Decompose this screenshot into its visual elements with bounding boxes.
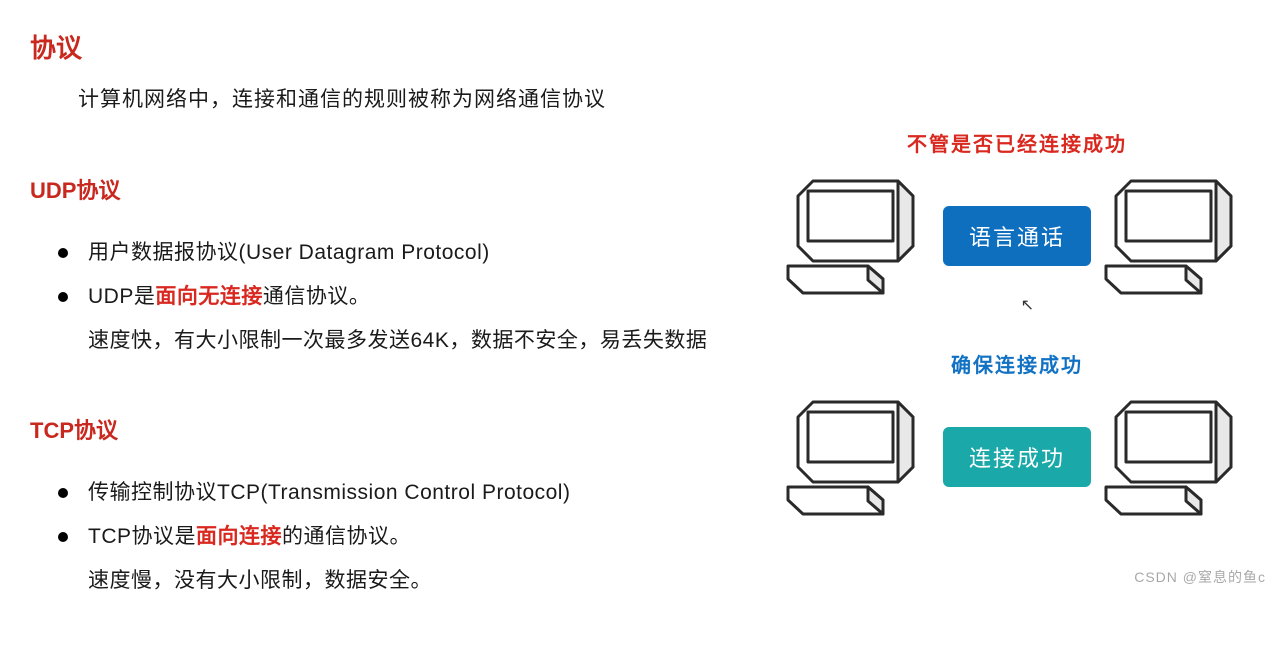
text-suffix: 通信协议。: [263, 285, 371, 308]
tcp-badge: 连接成功: [943, 427, 1091, 487]
computer-icon: [1101, 171, 1251, 301]
computer-icon: [783, 392, 933, 522]
highlight-red: 面向无连接: [155, 285, 263, 308]
tcp-diagram: 确保连接成功 连接成功: [780, 349, 1254, 522]
tcp-caption: 确保连接成功: [780, 349, 1254, 378]
udp-caption: 不管是否已经连接成功: [780, 128, 1254, 157]
udp-badge: 语言通话: [943, 206, 1091, 266]
cursor-icon: ↖: [1021, 295, 1034, 315]
udp-heading: UDP协议: [30, 173, 750, 205]
list-item: UDP是面向无连接通信协议。: [58, 275, 750, 319]
watermark-text: CSDN @窒息的鱼c: [1134, 567, 1266, 587]
udp-bullet-list: 用户数据报协议(User Datagram Protocol) UDP是面向无连…: [58, 231, 750, 363]
main-title: 协议: [30, 28, 750, 65]
text-suffix: 的通信协议。: [282, 525, 411, 548]
tcp-heading: TCP协议: [30, 413, 750, 445]
list-item: TCP协议是面向连接的通信协议。: [58, 515, 750, 559]
list-item: 速度快，有大小限制一次最多发送64K，数据不安全，易丢失数据: [58, 319, 750, 363]
computer-icon: [783, 171, 933, 301]
text-prefix: UDP是: [88, 285, 155, 308]
list-item: 用户数据报协议(User Datagram Protocol): [58, 231, 750, 275]
tcp-bullet-list: 传输控制协议TCP(Transmission Control Protocol)…: [58, 471, 750, 603]
highlight-red: 面向连接: [196, 525, 282, 548]
udp-diagram: 不管是否已经连接成功 语言通话: [780, 128, 1254, 301]
intro-text: 计算机网络中，连接和通信的规则被称为网络通信协议: [78, 83, 750, 113]
list-item: 传输控制协议TCP(Transmission Control Protocol): [58, 471, 750, 515]
computer-icon: [1101, 392, 1251, 522]
text-prefix: TCP协议是: [88, 525, 196, 548]
